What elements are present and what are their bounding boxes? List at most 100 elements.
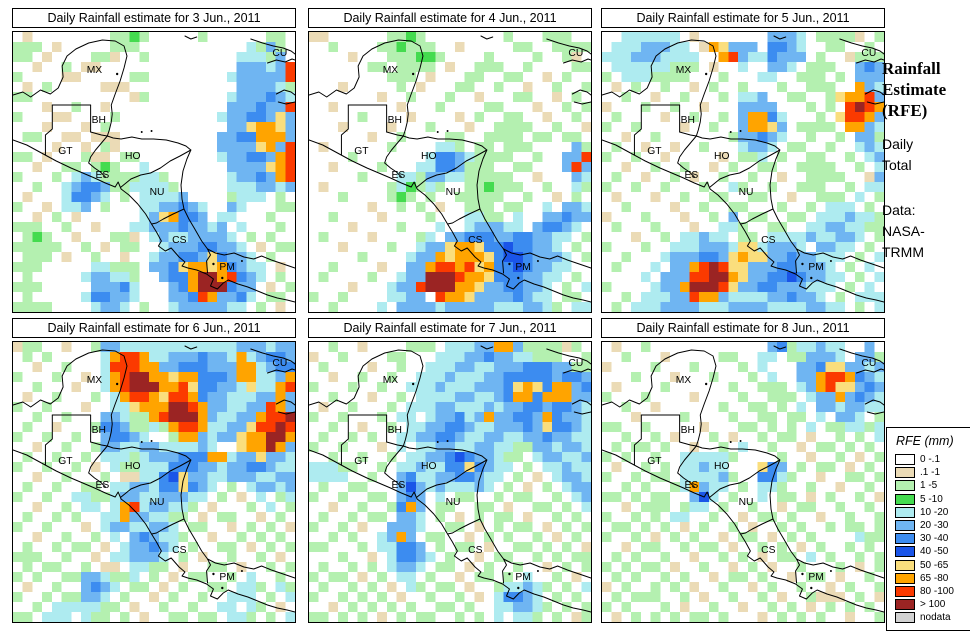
legend-entry: 20 -30 — [895, 519, 967, 532]
map-label-cs: CS — [761, 545, 775, 556]
coastline-overlay: MX CU BH GT HO ES NU CS PM — [309, 35, 591, 303]
map-label-cu: CU — [272, 358, 287, 369]
map-label-mx: MX — [383, 65, 399, 76]
rainfall-map: MX CU BH GT HO ES NU CS PM — [12, 341, 296, 623]
legend-label: 10 -20 — [920, 506, 949, 518]
map-label-mx: MX — [87, 65, 103, 76]
map-label-cs: CS — [761, 235, 775, 246]
map-label-bh: BH — [92, 425, 106, 436]
map-label-nu: NU — [150, 187, 165, 198]
panel-title: Daily Rainfall estimate for 7 Jun., 2011 — [343, 321, 557, 335]
legend-label: 65 -80 — [920, 572, 949, 584]
rainfall-panel-5: Daily Rainfall estimate for 7 Jun., 2011 — [308, 318, 592, 623]
legend-label: 40 -50 — [920, 546, 949, 558]
heading-line-2: Estimate — [882, 80, 947, 99]
legend-label: 20 -30 — [920, 520, 949, 532]
panel-title-box: Daily Rainfall estimate for 4 Jun., 2011 — [308, 8, 592, 28]
coastline-geometry — [309, 345, 591, 613]
map-label-bh: BH — [92, 115, 106, 126]
coastline-overlay: MX CU BH GT HO ES NU CS PM — [602, 345, 884, 613]
map-label-pm: PM — [808, 262, 823, 273]
map-label-nu: NU — [446, 497, 461, 508]
rainfall-panel-4: Daily Rainfall estimate for 6 Jun., 2011 — [12, 318, 296, 623]
legend-entry: 65 -80 — [895, 572, 967, 585]
rainfall-panel-6: Daily Rainfall estimate for 8 Jun., 2011 — [601, 318, 885, 623]
legend-box: RFE (mm) 0 -.1.1 -1 1 -5 5 -10 10 -20 20 -30… — [886, 427, 970, 632]
legend-entry: 5 -10 — [895, 493, 967, 506]
legend-entry: 1 -5 — [895, 479, 967, 492]
coastline-overlay: MX CU BH GT HO ES NU CS PM — [602, 35, 884, 303]
legend-swatch — [895, 493, 915, 505]
panel-title-box: Daily Rainfall estimate for 6 Jun., 2011 — [12, 318, 296, 338]
panel-title: Daily Rainfall estimate for 4 Jun., 2011 — [343, 11, 557, 25]
map-label-pm: PM — [808, 572, 823, 583]
map-label-cu: CU — [861, 358, 876, 369]
map-label-pm: PM — [219, 572, 234, 583]
coastline-geometry — [602, 345, 884, 613]
rainfall-grid-canvas — [602, 342, 884, 622]
legend-swatch — [895, 467, 915, 479]
legend-label: > 100 — [920, 599, 946, 611]
map-label-gt: GT — [354, 146, 369, 157]
source-line-2: NASA- — [882, 223, 925, 239]
legend-label: 80 -100 — [920, 585, 954, 597]
map-label-ho: HO — [125, 151, 140, 162]
map-label-cu: CU — [568, 48, 583, 59]
map-label-cu: CU — [861, 48, 876, 59]
map-label-bh: BH — [388, 425, 402, 436]
rainfall-map: MX CU BH GT HO ES NU CS PM — [308, 31, 592, 313]
legend-label: 5 -10 — [920, 493, 943, 505]
rainfall-map: MX CU BH GT HO ES NU CS PM — [601, 341, 885, 623]
panel-title-box: Daily Rainfall estimate for 7 Jun., 2011 — [308, 318, 592, 338]
legend-swatch — [895, 585, 915, 597]
legend-entries: 0 -.1.1 -1 1 -5 5 -10 10 -20 20 -30 30 -40 40 … — [895, 453, 967, 624]
legend-entry: .1 -1 — [895, 466, 967, 479]
map-label-gt: GT — [58, 456, 73, 467]
source-line-3: TRMM — [882, 244, 924, 260]
right-sidebar: Rainfall Estimate (RFE) Daily Total Data… — [882, 58, 970, 263]
map-label-pm: PM — [219, 262, 234, 273]
legend-swatch — [895, 533, 915, 545]
legend-entry: 0 -.1 — [895, 453, 967, 466]
map-label-nu: NU — [739, 187, 754, 198]
source-line-1: Data: — [882, 202, 916, 218]
sidebar-heading: Rainfall Estimate (RFE) — [882, 58, 970, 121]
map-label-ho: HO — [714, 461, 729, 472]
heading-line-3: (RFE) — [882, 101, 928, 120]
legend-swatch — [895, 599, 915, 611]
rainfall-panel-2: Daily Rainfall estimate for 4 Jun., 2011 — [308, 8, 592, 313]
map-label-cu: CU — [272, 48, 287, 59]
coastline-geometry — [13, 345, 295, 613]
map-label-ho: HO — [714, 151, 729, 162]
rainfall-grid-canvas — [13, 32, 295, 312]
legend-entry: 80 -100 — [895, 585, 967, 598]
legend-swatch — [895, 546, 915, 558]
sidebar-subtitle: Daily Total — [882, 134, 970, 176]
rainfall-map: MX CU BH GT HO ES NU CS PM — [308, 341, 592, 623]
legend-entry: 50 -65 — [895, 559, 967, 572]
panel-title: Daily Rainfall estimate for 6 Jun., 2011 — [47, 321, 261, 335]
map-label-es: ES — [96, 480, 110, 491]
coastline-geometry — [309, 35, 591, 303]
map-label-bh: BH — [681, 425, 695, 436]
map-label-bh: BH — [681, 115, 695, 126]
map-label-mx: MX — [676, 65, 692, 76]
legend-swatch — [895, 480, 915, 492]
sidebar-data-source: Data: NASA- TRMM — [882, 200, 970, 263]
map-label-es: ES — [685, 170, 699, 181]
map-label-nu: NU — [446, 187, 461, 198]
coastline-overlay: MX CU BH GT HO ES NU CS PM — [309, 345, 591, 613]
map-label-nu: NU — [739, 497, 754, 508]
map-label-bh: BH — [388, 115, 402, 126]
legend-entry: > 100 — [895, 598, 967, 611]
panel-title-box: Daily Rainfall estimate for 3 Jun., 2011 — [12, 8, 296, 28]
legend-swatch — [895, 559, 915, 571]
legend-label: 30 -40 — [920, 533, 949, 545]
legend-label: 50 -65 — [920, 559, 949, 571]
map-label-ho: HO — [421, 461, 436, 472]
legend-label: 1 -5 — [920, 480, 938, 492]
map-label-gt: GT — [58, 146, 73, 157]
panel-title: Daily Rainfall estimate for 5 Jun., 2011 — [636, 11, 850, 25]
map-label-es: ES — [685, 480, 699, 491]
